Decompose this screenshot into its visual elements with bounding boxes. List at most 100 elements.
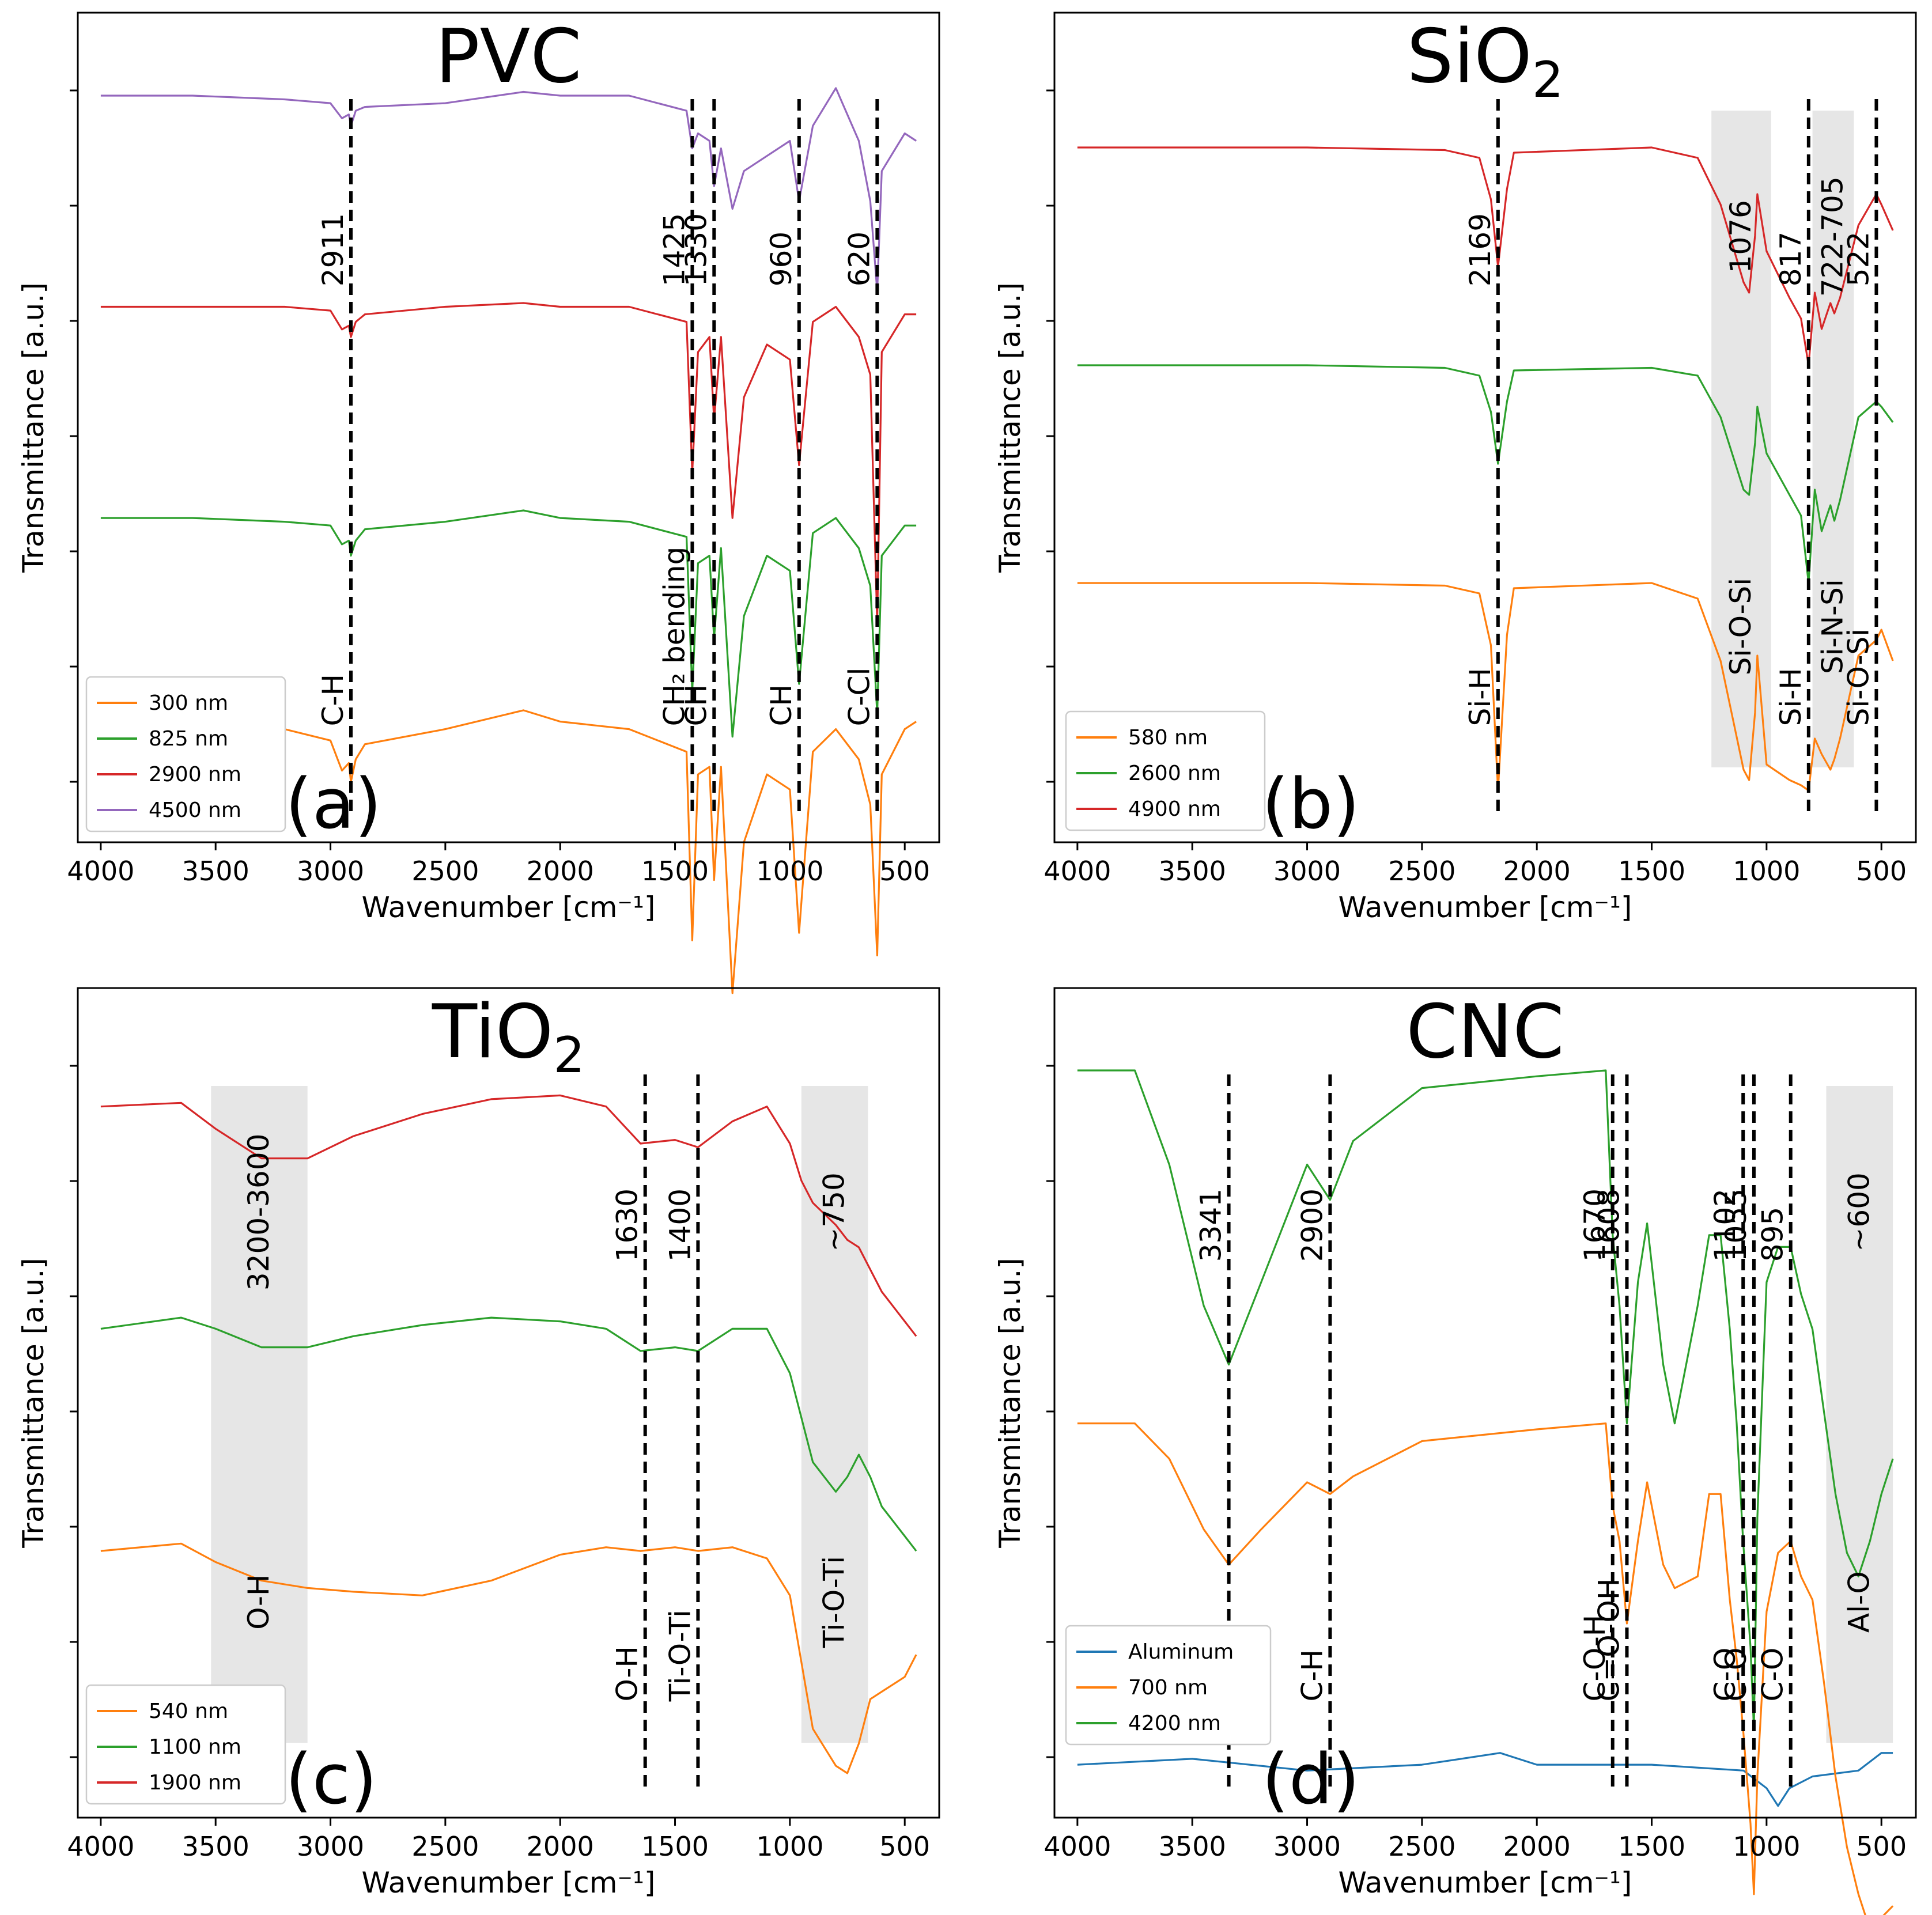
- bond-label: C-H: [1295, 1649, 1329, 1702]
- axes-frame: [77, 987, 940, 1819]
- bond-label: C-O-H: [1578, 1615, 1612, 1702]
- x-tick-label: 1500: [1618, 856, 1685, 887]
- spectrum-line-aluminum: [1077, 1752, 1893, 1807]
- band-bond-label: Si-N-Si: [1816, 579, 1849, 674]
- y-axis-label: Transmittance [a.u.]: [993, 1258, 1027, 1549]
- bond-label: C-O: [1756, 1648, 1790, 1702]
- legend-entry: Aluminum: [1128, 1640, 1234, 1664]
- band-value-label: 1076: [1724, 200, 1757, 273]
- x-tick-label: 3500: [1159, 1831, 1226, 1862]
- spectrum-line-4900-nm: [1077, 146, 1894, 366]
- legend-entry: 580 nm: [1128, 726, 1208, 750]
- bond-label: C-H: [316, 674, 350, 726]
- peak-value-label: 1055: [1719, 1189, 1753, 1262]
- panel-title: PVC: [435, 14, 581, 100]
- panel-c: 4000 3500 3000 2500 2000 1500 1000 500 Wavenumbe…: [17, 987, 940, 1899]
- x-axis-label: Wavenumber [cm⁻¹]: [1339, 1866, 1632, 1899]
- x-tick-label: 3500: [1159, 856, 1226, 887]
- panel-letter: (b): [1262, 765, 1360, 845]
- legend-entry: 2900 nm: [149, 763, 241, 786]
- band-value-label: 3200-3600: [242, 1134, 275, 1291]
- x-tick-label: 2500: [1388, 1831, 1455, 1862]
- bond-label: C-O: [1708, 1648, 1742, 1702]
- panel-title-subscript: 2: [553, 1027, 585, 1084]
- axes-frame: [1053, 987, 1917, 1819]
- band-bond-label: Al-O: [1842, 1571, 1876, 1633]
- bond-label: C=O-OH: [1592, 1578, 1625, 1701]
- x-tick-label: 1500: [641, 1831, 709, 1862]
- peak-value-label: 1670: [1578, 1189, 1612, 1262]
- panel-b: 4000 3500 3000 2500 2000 1500 1000 500 Wavenumbe…: [993, 12, 1917, 924]
- peak-value-label: 1630: [611, 1189, 644, 1262]
- bond-label: Ti-O-Ti: [663, 1610, 697, 1702]
- x-tick-label: 500: [879, 1831, 930, 1862]
- x-tick-label: 3000: [1273, 1831, 1341, 1862]
- x-tick-label: 4000: [67, 1831, 134, 1862]
- peak-value-label: 1102: [1708, 1189, 1742, 1262]
- band-bond-label: Ti-O-Ti: [818, 1556, 851, 1648]
- x-tick-label: 3500: [182, 1831, 249, 1862]
- legend-box: [85, 676, 286, 832]
- x-tick-label: 4000: [1043, 856, 1111, 887]
- x-tick-label: 2000: [1503, 1831, 1571, 1862]
- legend-entry: 700 nm: [1128, 1676, 1208, 1700]
- legend-entry: 4900 nm: [1128, 797, 1221, 821]
- panel-letter: (a): [285, 765, 381, 845]
- y-axis-label: Transmittance [a.u.]: [17, 282, 50, 573]
- peak-value-label: 817: [1774, 232, 1808, 286]
- peak-value-label: 1425: [657, 213, 691, 286]
- x-tick-label: 3500: [182, 856, 249, 887]
- spectrum-line-2600-nm: [1077, 364, 1894, 584]
- bond-label: CH: [765, 684, 798, 726]
- peak-value-label: 1608: [1592, 1189, 1625, 1262]
- legend: 540 nm 1100 nm 1900 nm: [85, 1684, 286, 1805]
- legend-entry: 825 nm: [149, 727, 228, 751]
- x-tick-label: 1500: [1618, 1831, 1685, 1862]
- spectrum-line-825-nm: [100, 509, 917, 738]
- bond-label: Si-O-Si: [1842, 629, 1875, 726]
- panel-letter: (d): [1262, 1740, 1360, 1820]
- peak-value-label: 620: [842, 232, 876, 286]
- panel-letter: (c): [285, 1740, 377, 1820]
- legend-entry: 4200 nm: [1128, 1712, 1221, 1735]
- bond-label: CH₂ bending: [657, 547, 691, 726]
- x-tick-label: 2000: [527, 856, 594, 887]
- shaded-band-1: [1812, 111, 1854, 767]
- x-axis-label: Wavenumber [cm⁻¹]: [362, 891, 656, 924]
- panel-a: 4000 3500 3000 2500 2000 1500 1000 500 Wavenumbe…: [17, 12, 940, 994]
- peak-value-label: 2900: [1295, 1189, 1329, 1262]
- spectrum-line-300-nm: [100, 709, 917, 994]
- panel-title: CNC: [1406, 989, 1564, 1075]
- legend-entry: 1100 nm: [149, 1735, 241, 1759]
- bond-label: CH: [679, 684, 713, 726]
- legend-entry: 300 nm: [149, 691, 228, 715]
- shaded-band-0: [211, 1086, 308, 1743]
- spectrum-line-4200-nm: [1077, 1069, 1894, 1731]
- spectrum-line-2900-nm: [100, 302, 917, 625]
- band-value-label: ~600: [1842, 1172, 1876, 1251]
- x-tick-label: 4000: [67, 856, 134, 887]
- y-axis-label: Transmittance [a.u.]: [993, 282, 1027, 573]
- shaded-band-1: [801, 1086, 868, 1743]
- x-tick-label: 3000: [297, 856, 364, 887]
- x-tick-label: 500: [1856, 1831, 1907, 1862]
- x-tick-label: 500: [879, 856, 930, 887]
- x-tick-label: 2500: [411, 1831, 479, 1862]
- x-tick-label: 500: [1856, 856, 1907, 887]
- spectrum-line-580-nm: [1077, 582, 1894, 792]
- x-tick-label: 3000: [1273, 856, 1341, 887]
- axes-frame: [77, 12, 940, 843]
- peak-value-label: 2911: [316, 213, 350, 286]
- peak-value-label: 895: [1756, 1207, 1790, 1262]
- x-tick-label: 2500: [1388, 856, 1455, 887]
- legend: Aluminum 700 nm 4200 nm: [1065, 1625, 1272, 1746]
- band-bond-label: O-H: [242, 1574, 275, 1629]
- bond-label: C-Cl: [842, 668, 876, 726]
- x-tick-label: 2000: [527, 1831, 594, 1862]
- legend-entry: 1900 nm: [149, 1771, 241, 1795]
- legend-entry: 4500 nm: [149, 798, 241, 822]
- band-bond-label: Si-O-Si: [1724, 578, 1757, 675]
- band-value-label: ~750: [818, 1172, 851, 1251]
- shaded-band-0: [1826, 1086, 1893, 1743]
